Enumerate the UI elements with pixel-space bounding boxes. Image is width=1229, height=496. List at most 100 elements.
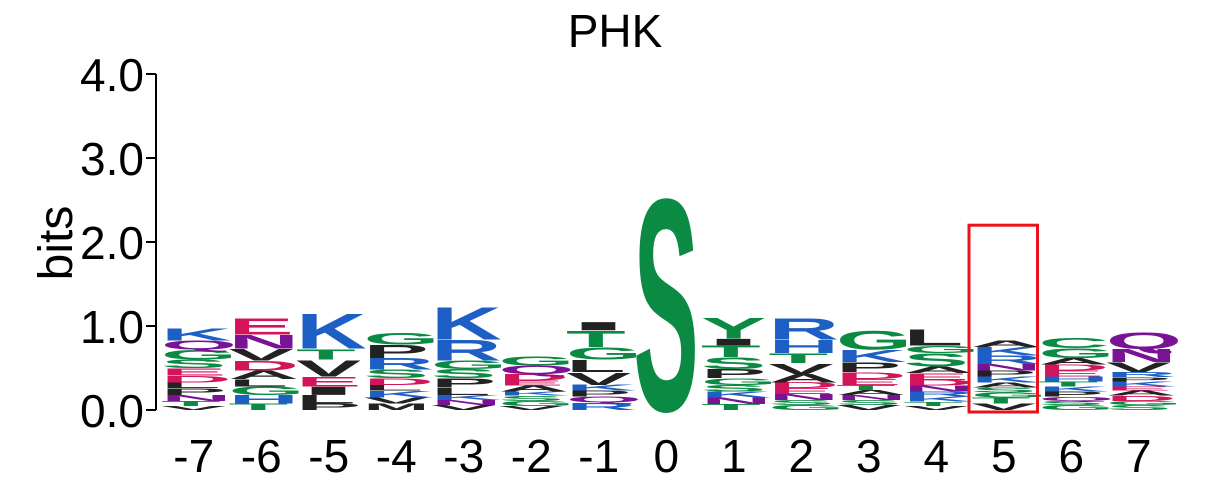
residue-letter: S [364, 368, 429, 381]
residue-letter: D [161, 374, 232, 384]
highlight-box [967, 223, 1039, 414]
residue-letter: S [431, 366, 496, 380]
residue-letter: K [566, 383, 637, 392]
x-tick-label: 7 [1126, 430, 1152, 482]
x-tick-label: 4 [923, 430, 949, 482]
residue-letter: E [229, 314, 294, 340]
residue-letter: A [499, 384, 570, 393]
residue-letter: K [904, 395, 975, 403]
x-tick-label: -5 [308, 430, 349, 482]
residue-letter: N [1106, 345, 1177, 366]
residue-letter: L [431, 385, 491, 397]
residue-letter: I [296, 384, 361, 397]
x-tick-label: 1 [721, 430, 747, 482]
y-tick-label: 2.0 [80, 217, 144, 269]
residue-letter: V [499, 405, 564, 412]
residue-letter: S [769, 399, 834, 407]
residue-letter: L [566, 356, 626, 376]
residue-letter: Q [566, 395, 642, 404]
residue-letter: S [971, 386, 1036, 394]
residue-letter: H [1039, 375, 1110, 383]
residue-letter: D [1039, 363, 1110, 372]
residue-letter: R [769, 312, 840, 346]
x-tick-label: -3 [443, 430, 484, 482]
residue-letter: N [769, 393, 840, 402]
y-tick-label: 0.0 [80, 385, 144, 437]
residue-letter: V [971, 402, 1036, 412]
residue-letter: K [499, 390, 570, 397]
residue-letter: R [1106, 371, 1177, 379]
residue-letter: E [1039, 369, 1104, 378]
residue-letter: L [229, 377, 289, 389]
residue-letter: D [364, 376, 435, 386]
residue-letter: P [161, 386, 226, 396]
residue-letter: G [431, 358, 507, 371]
residue-letter: K [971, 345, 1042, 358]
residue-letter: D [836, 370, 907, 380]
y-tick-label: 4.0 [80, 49, 144, 101]
residue-letter: N [161, 393, 232, 402]
residue-letter: T [904, 400, 964, 407]
residue-letter: G [566, 344, 642, 364]
residue-letter: K [971, 375, 1042, 384]
letter-stack: S [634, 135, 699, 474]
residue-letter: G [161, 347, 237, 363]
residue-letter: P [566, 389, 631, 398]
residue-letter: Y [701, 313, 766, 345]
x-tick-label: -6 [241, 430, 282, 482]
residue-letter: E [769, 387, 834, 396]
residue-letter: T [971, 396, 1031, 405]
residue-letter: R [904, 390, 975, 398]
residue-letter: N [229, 331, 300, 353]
y-tick-label: 3.0 [80, 133, 144, 185]
residue-letter: D [904, 378, 975, 387]
residue-letter: M [364, 402, 430, 412]
residue-letter: G [1106, 400, 1182, 407]
x-tick-label: -2 [511, 430, 552, 482]
y-axis-label: bits [30, 206, 83, 281]
residue-letter: S [1039, 400, 1104, 407]
residue-letter: V [296, 356, 361, 382]
x-tick-label: 2 [788, 430, 814, 482]
residue-letter: V [161, 405, 226, 412]
residue-letter: K [1106, 380, 1177, 388]
residue-letter: E [836, 377, 901, 386]
residue-letter: N [701, 396, 772, 406]
x-tick-label: -7 [173, 430, 214, 482]
x-tick-label: 5 [991, 430, 1017, 482]
residue-letter: T [566, 326, 626, 352]
residue-letter: V [566, 369, 631, 389]
residue-letter: L [161, 381, 221, 390]
residue-letter: T [161, 399, 221, 407]
residue-letter: A [971, 381, 1042, 389]
residue-letter: D [769, 381, 840, 390]
residue-letter: Q [499, 363, 575, 376]
residue-letter: Q [161, 338, 237, 352]
residue-letter: T [1039, 380, 1099, 388]
residue-letter: T [701, 403, 761, 412]
residue-letter: P [836, 360, 901, 376]
residue-letter: P [431, 376, 496, 390]
residue-letter: T [229, 402, 289, 412]
residue-letter: P [364, 341, 429, 362]
residue-letter: N [904, 384, 975, 393]
x-tick-label: -4 [376, 430, 417, 482]
residue-letter: E [296, 374, 361, 390]
residue-letter: N [971, 362, 1042, 372]
residue-letter: G [499, 399, 575, 407]
residue-letter: D [499, 372, 570, 382]
residue-letter: K [431, 298, 502, 350]
residue-letter: S [1106, 404, 1171, 412]
residue-letter: A [769, 372, 840, 385]
residue-letter: A [904, 365, 975, 375]
residue-letter: E [161, 366, 226, 378]
residue-letter: R [971, 353, 1042, 366]
residue-letter: A [971, 339, 1042, 349]
